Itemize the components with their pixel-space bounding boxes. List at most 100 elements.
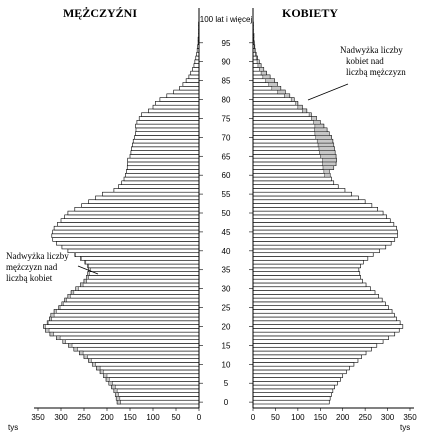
female-bar-age-14 [253, 347, 371, 351]
male-x-tick-300: 300 [54, 413, 68, 422]
female-surplus-age-91 [256, 56, 257, 60]
male-bar-age-63 [128, 162, 199, 166]
male-surplus-age-33 [86, 275, 88, 279]
female-surplus-age-66 [319, 151, 335, 155]
female-x-tick-300: 300 [381, 413, 395, 422]
male-surplus-age-5 [109, 381, 113, 385]
male-bar-age-67 [131, 147, 199, 151]
female-bar-age-9 [253, 366, 349, 370]
male-bar-age-82 [174, 90, 199, 94]
female-bar-age-58 [253, 181, 334, 185]
female-bar-age-49 [253, 215, 387, 219]
male-bar-age-40 [68, 249, 199, 253]
female-bar-age-78 [253, 105, 302, 109]
male-surplus-age-20 [44, 325, 46, 329]
male-bar-age-85 [186, 79, 199, 83]
female-bar-age-12 [253, 355, 362, 359]
male-surplus-age-19 [45, 328, 49, 332]
female-x-tick-50: 50 [271, 413, 280, 422]
female-surplus-age-62 [323, 166, 334, 170]
female-surplus-age-90 [257, 60, 259, 64]
male-bar-age-0 [117, 400, 199, 404]
male-bar-age-29 [71, 291, 199, 295]
female-bar-age-1 [253, 396, 330, 400]
female-surplus-age-72 [314, 128, 327, 132]
age-tick-80: 80 [222, 96, 231, 105]
female-bar-age-20 [253, 325, 403, 329]
male-title: MĘŻCZYŹNI [63, 6, 137, 20]
female-surplus-age-63 [323, 162, 336, 166]
female-surplus-age-89 [258, 64, 261, 68]
male-bar-age-61 [126, 170, 199, 174]
female-bar-age-18 [253, 332, 395, 336]
male-bar-age-74 [137, 120, 199, 124]
female-bar-age-76 [253, 113, 311, 117]
annotation-female-surplus: Nadwyżka liczby kobiet nad liczbą mężczy… [308, 45, 406, 100]
male-surplus-age-2 [115, 393, 118, 397]
female-bar-age-75 [253, 117, 317, 121]
female-bar-age-26 [253, 302, 385, 306]
male-bar-age-9 [96, 366, 199, 370]
male-surplus-age-24 [54, 309, 56, 313]
male-bar-age-88 [193, 67, 199, 71]
male-bar-age-59 [124, 177, 199, 181]
female-bar-age-31 [253, 283, 366, 287]
top-age-label: 100 lat i więcej [200, 15, 253, 24]
female-bar-age-29 [253, 291, 375, 295]
female-bar-age-19 [253, 328, 399, 332]
unit-label-left: tys [8, 423, 18, 432]
female-bar-age-41 [253, 245, 386, 249]
female-surplus-age-81 [284, 94, 289, 98]
male-bar-age-8 [100, 370, 199, 374]
male-bar-age-23 [51, 313, 199, 317]
female-bar-age-2 [253, 393, 332, 397]
female-title: KOBIETY [282, 6, 338, 20]
female-bar-age-24 [253, 309, 392, 313]
male-bar-age-90 [195, 60, 199, 64]
male-bar-age-42 [56, 241, 199, 245]
female-bar-age-57 [253, 185, 338, 189]
female-bar-age-34 [253, 272, 360, 276]
male-bar-age-50 [68, 211, 199, 215]
unit-label-right: tys [400, 423, 410, 432]
male-bar-age-15 [68, 343, 199, 347]
age-tick-15: 15 [222, 341, 231, 350]
male-bar-age-6 [106, 378, 199, 382]
female-x-tick-250: 250 [358, 413, 372, 422]
male-bar-age-3 [114, 389, 199, 393]
female-bar-age-7 [253, 374, 343, 378]
female-bar-age-15 [253, 343, 377, 347]
age-tick-25: 25 [222, 304, 231, 313]
female-surplus-age-76 [309, 113, 311, 117]
female-surplus-age-82 [278, 90, 286, 94]
male-bar-age-34 [88, 272, 199, 276]
female-bar-age-35 [253, 268, 359, 272]
female-x-tick-150: 150 [314, 413, 328, 422]
male-surplus-age-10 [92, 362, 95, 366]
female-surplus-age-73 [315, 124, 324, 128]
male-surplus-age-31 [80, 283, 83, 287]
male-bar-age-38 [80, 256, 199, 260]
male-x-tick-0: 0 [197, 413, 202, 422]
female-x-tick-100: 100 [291, 413, 305, 422]
male-bar-age-47 [57, 222, 199, 226]
male-surplus-age-13 [79, 351, 83, 355]
male-x-tick-150: 150 [123, 413, 137, 422]
female-bar-age-51 [253, 207, 378, 211]
male-bar-age-14 [74, 347, 199, 351]
male-surplus-age-14 [74, 347, 78, 351]
male-bar-age-36 [88, 264, 199, 268]
male-bar-age-48 [61, 219, 199, 223]
male-bar-age-56 [114, 188, 199, 192]
male-surplus-age-12 [84, 355, 88, 359]
male-x-tick-250: 250 [77, 413, 91, 422]
female-bar-age-61 [253, 170, 329, 174]
male-x-tick-350: 350 [31, 413, 45, 422]
female-surplus-age-64 [323, 158, 337, 162]
female-bar-age-44 [253, 234, 397, 238]
female-bar-age-0 [253, 400, 329, 404]
male-bar-age-81 [167, 94, 199, 98]
annotation-left-line-2: mężczyzn nad [6, 262, 58, 272]
male-surplus-age-23 [51, 313, 54, 317]
